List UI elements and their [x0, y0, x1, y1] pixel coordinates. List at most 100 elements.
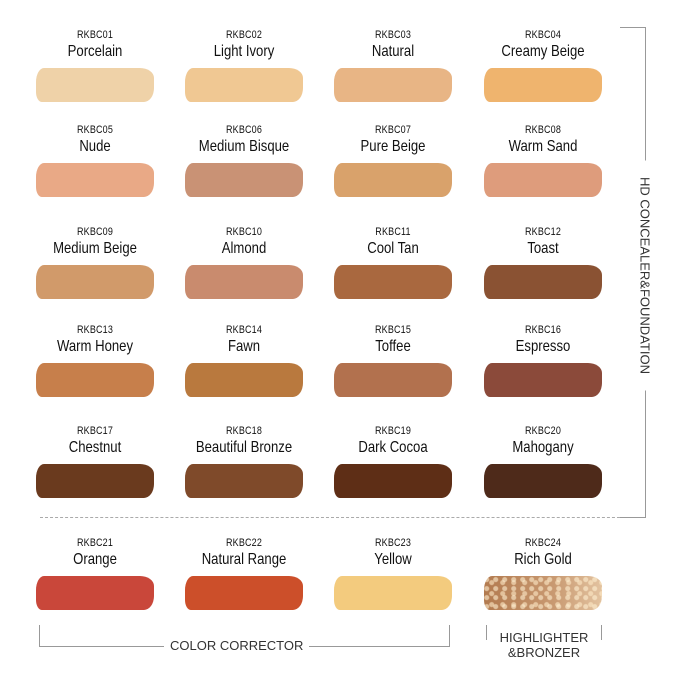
swatch-item: RKBC09 Medium Beige — [25, 225, 165, 299]
color-swatch — [484, 265, 602, 299]
swatch-name: Warm Honey — [56, 338, 134, 355]
swatch-item: RKBC19 Dark Cocoa — [323, 424, 463, 498]
swatch-item: RKBC07 Pure Beige — [323, 123, 463, 197]
highlighter-label-line2: &BRONZER — [507, 645, 581, 660]
swatch-code: RKBC23 — [374, 537, 412, 549]
swatch-name: Chestnut — [68, 439, 122, 456]
corrector-bracket-left — [39, 625, 40, 647]
color-swatch — [334, 363, 452, 397]
color-swatch — [185, 576, 303, 610]
swatch-name: Mahogany — [512, 439, 574, 456]
corrector-bracket-right — [449, 625, 450, 647]
swatch-code: RKBC10 — [225, 226, 263, 238]
color-swatch — [334, 163, 452, 197]
swatch-code: RKBC15 — [374, 324, 412, 336]
bracket-bottom — [620, 517, 646, 518]
swatch-name: Fawn — [227, 338, 261, 355]
color-swatch — [185, 163, 303, 197]
color-swatch — [484, 68, 602, 102]
highlighter-label-line1: HIGHLIGHTER — [499, 630, 589, 645]
swatch-item: RKBC15 Toffee — [323, 323, 463, 397]
swatch-name: Cool Tan — [367, 240, 419, 257]
swatch-name: Warm Sand — [508, 138, 578, 155]
swatch-name: Dark Cocoa — [358, 439, 428, 456]
corrector-label: COLOR CORRECTOR — [164, 638, 310, 653]
swatch-item: RKBC24 Rich Gold — [473, 536, 613, 610]
color-swatch — [484, 464, 602, 498]
highlighter-label: HIGHLIGHTER &BRONZER — [488, 630, 600, 660]
color-swatch — [36, 68, 154, 102]
bracket-top — [620, 27, 646, 28]
swatch-name: Rich Gold — [514, 551, 572, 568]
color-swatch — [36, 576, 154, 610]
foundation-label-text: HD CONCEALER&FOUNDATION — [637, 160, 653, 391]
swatch-name: Almond — [221, 240, 267, 257]
divider-dashed — [40, 517, 630, 518]
swatch-code: RKBC16 — [524, 324, 562, 336]
swatch-code: RKBC13 — [76, 324, 114, 336]
swatch-code: RKBC04 — [524, 29, 562, 41]
swatch-code: RKBC03 — [374, 29, 412, 41]
swatch-name: Natural Range — [201, 551, 287, 568]
color-swatch — [185, 464, 303, 498]
swatch-name: Toast — [527, 240, 559, 257]
highlighter-bracket-right — [601, 625, 602, 640]
swatch-code: RKBC17 — [76, 425, 114, 437]
swatch-code: RKBC20 — [524, 425, 562, 437]
swatch-item: RKBC18 Beautiful Bronze — [174, 424, 314, 498]
color-swatch — [36, 265, 154, 299]
swatch-name: Light Ivory — [213, 43, 275, 60]
swatch-item: RKBC03 Natural — [323, 28, 463, 102]
color-swatch — [36, 163, 154, 197]
color-swatch — [185, 68, 303, 102]
swatch-item: RKBC14 Fawn — [174, 323, 314, 397]
swatch-item: RKBC21 Orange — [25, 536, 165, 610]
color-swatch — [334, 68, 452, 102]
color-swatch — [36, 464, 154, 498]
swatch-code: RKBC19 — [374, 425, 412, 437]
color-swatch — [334, 464, 452, 498]
swatch-code: RKBC22 — [225, 537, 263, 549]
swatch-code: RKBC21 — [76, 537, 114, 549]
swatch-item: RKBC05 Nude — [25, 123, 165, 197]
color-swatch — [185, 363, 303, 397]
swatch-code: RKBC05 — [76, 124, 114, 136]
swatch-code: RKBC06 — [225, 124, 263, 136]
swatch-code: RKBC02 — [225, 29, 263, 41]
swatch-name: Toffee — [375, 338, 411, 355]
color-swatch — [334, 576, 452, 610]
swatch-name: Orange — [73, 551, 117, 568]
swatch-item: RKBC13 Warm Honey — [25, 323, 165, 397]
swatch-item: RKBC08 Warm Sand — [473, 123, 613, 197]
swatch-item: RKBC17 Chestnut — [25, 424, 165, 498]
color-swatch — [334, 265, 452, 299]
swatch-item: RKBC04 Creamy Beige — [473, 28, 613, 102]
color-swatch — [484, 576, 602, 610]
swatch-item: RKBC22 Natural Range — [174, 536, 314, 610]
swatch-code: RKBC14 — [225, 324, 263, 336]
swatch-item: RKBC20 Mahogany — [473, 424, 613, 498]
color-swatch — [185, 265, 303, 299]
swatch-code: RKBC07 — [374, 124, 412, 136]
swatch-name: Creamy Beige — [501, 43, 585, 60]
highlighter-bracket-left — [486, 625, 487, 640]
swatch-code: RKBC08 — [524, 124, 562, 136]
swatch-item: RKBC23 Yellow — [323, 536, 463, 610]
swatch-name: Espresso — [515, 338, 571, 355]
swatch-code: RKBC18 — [225, 425, 263, 437]
swatch-code: RKBC09 — [76, 226, 114, 238]
swatch-code: RKBC24 — [524, 537, 562, 549]
swatch-name: Beautiful Bronze — [195, 439, 293, 456]
swatch-code: RKBC11 — [375, 226, 411, 238]
swatch-name: Medium Beige — [53, 240, 137, 257]
color-swatch — [484, 363, 602, 397]
swatch-item: RKBC12 Toast — [473, 225, 613, 299]
swatch-item: RKBC10 Almond — [174, 225, 314, 299]
color-swatch — [36, 363, 154, 397]
swatch-code: RKBC12 — [524, 226, 562, 238]
swatch-name: Pure Beige — [360, 138, 426, 155]
swatch-name: Nude — [79, 138, 111, 155]
swatch-item: RKBC02 Light Ivory — [174, 28, 314, 102]
swatch-name: Porcelain — [67, 43, 123, 60]
